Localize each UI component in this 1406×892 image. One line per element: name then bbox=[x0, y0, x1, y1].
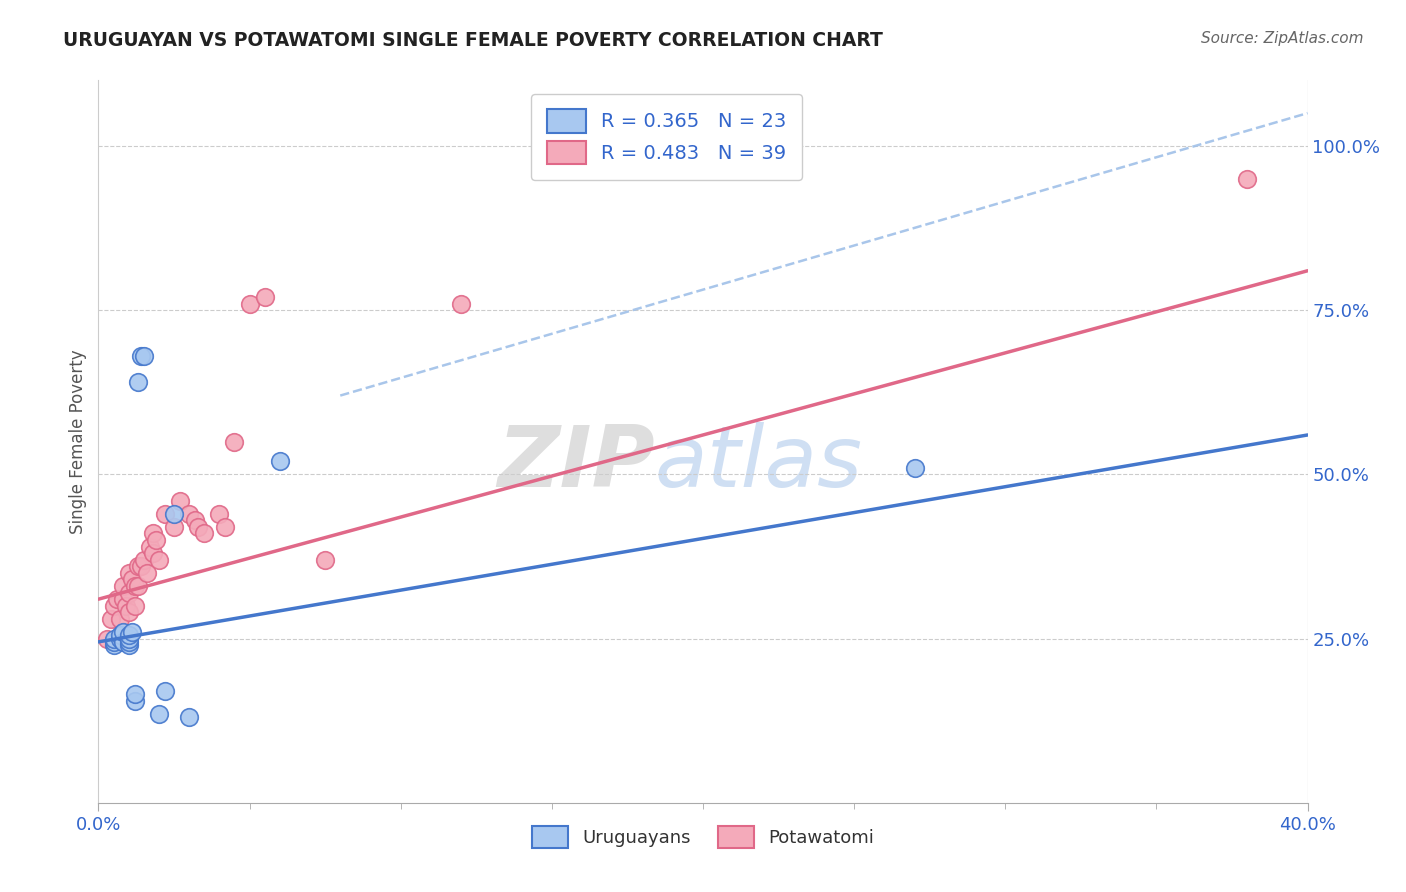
Point bbox=[124, 694, 146, 708]
Point bbox=[121, 625, 143, 640]
Point bbox=[314, 553, 336, 567]
Point bbox=[1236, 171, 1258, 186]
Point bbox=[118, 628, 141, 642]
Point bbox=[179, 507, 201, 521]
Point bbox=[103, 632, 125, 646]
Point bbox=[163, 520, 186, 534]
Point bbox=[118, 605, 141, 619]
Point bbox=[224, 434, 246, 449]
Point bbox=[111, 635, 134, 649]
Point bbox=[253, 290, 276, 304]
Point bbox=[129, 349, 152, 363]
Point bbox=[187, 520, 209, 534]
Point bbox=[208, 507, 231, 521]
Point bbox=[118, 635, 141, 649]
Point bbox=[145, 533, 167, 547]
Text: Source: ZipAtlas.com: Source: ZipAtlas.com bbox=[1201, 31, 1364, 46]
Point bbox=[239, 296, 262, 310]
Point bbox=[103, 638, 125, 652]
Point bbox=[214, 520, 236, 534]
Point bbox=[108, 612, 131, 626]
Legend: Uruguayans, Potawatomi: Uruguayans, Potawatomi bbox=[524, 819, 882, 855]
Point bbox=[269, 454, 291, 468]
Point bbox=[127, 559, 149, 574]
Point bbox=[118, 638, 141, 652]
Point bbox=[118, 632, 141, 646]
Point bbox=[450, 296, 472, 310]
Point bbox=[132, 349, 155, 363]
Point bbox=[179, 710, 201, 724]
Point bbox=[904, 460, 927, 475]
Point bbox=[111, 592, 134, 607]
Point bbox=[132, 553, 155, 567]
Point bbox=[96, 632, 118, 646]
Point bbox=[153, 684, 176, 698]
Point bbox=[103, 599, 125, 613]
Point bbox=[142, 526, 165, 541]
Text: URUGUAYAN VS POTAWATOMI SINGLE FEMALE POVERTY CORRELATION CHART: URUGUAYAN VS POTAWATOMI SINGLE FEMALE PO… bbox=[63, 31, 883, 50]
Point bbox=[118, 566, 141, 580]
Point bbox=[108, 628, 131, 642]
Point bbox=[135, 566, 157, 580]
Point bbox=[127, 579, 149, 593]
Point bbox=[153, 507, 176, 521]
Point bbox=[111, 579, 134, 593]
Point bbox=[124, 687, 146, 701]
Point bbox=[139, 540, 162, 554]
Text: ZIP: ZIP bbox=[496, 422, 655, 505]
Point bbox=[148, 553, 170, 567]
Point bbox=[105, 592, 128, 607]
Point bbox=[127, 376, 149, 390]
Point bbox=[121, 573, 143, 587]
Point bbox=[169, 493, 191, 508]
Point bbox=[114, 599, 136, 613]
Point bbox=[193, 526, 215, 541]
Point bbox=[148, 707, 170, 722]
Y-axis label: Single Female Poverty: Single Female Poverty bbox=[69, 350, 87, 533]
Text: atlas: atlas bbox=[655, 422, 863, 505]
Point bbox=[142, 546, 165, 560]
Point bbox=[163, 507, 186, 521]
Point bbox=[108, 632, 131, 646]
Point bbox=[111, 625, 134, 640]
Point bbox=[129, 559, 152, 574]
Point bbox=[124, 599, 146, 613]
Point bbox=[184, 513, 207, 527]
Point bbox=[100, 612, 122, 626]
Point bbox=[124, 579, 146, 593]
Point bbox=[103, 635, 125, 649]
Point bbox=[118, 585, 141, 599]
